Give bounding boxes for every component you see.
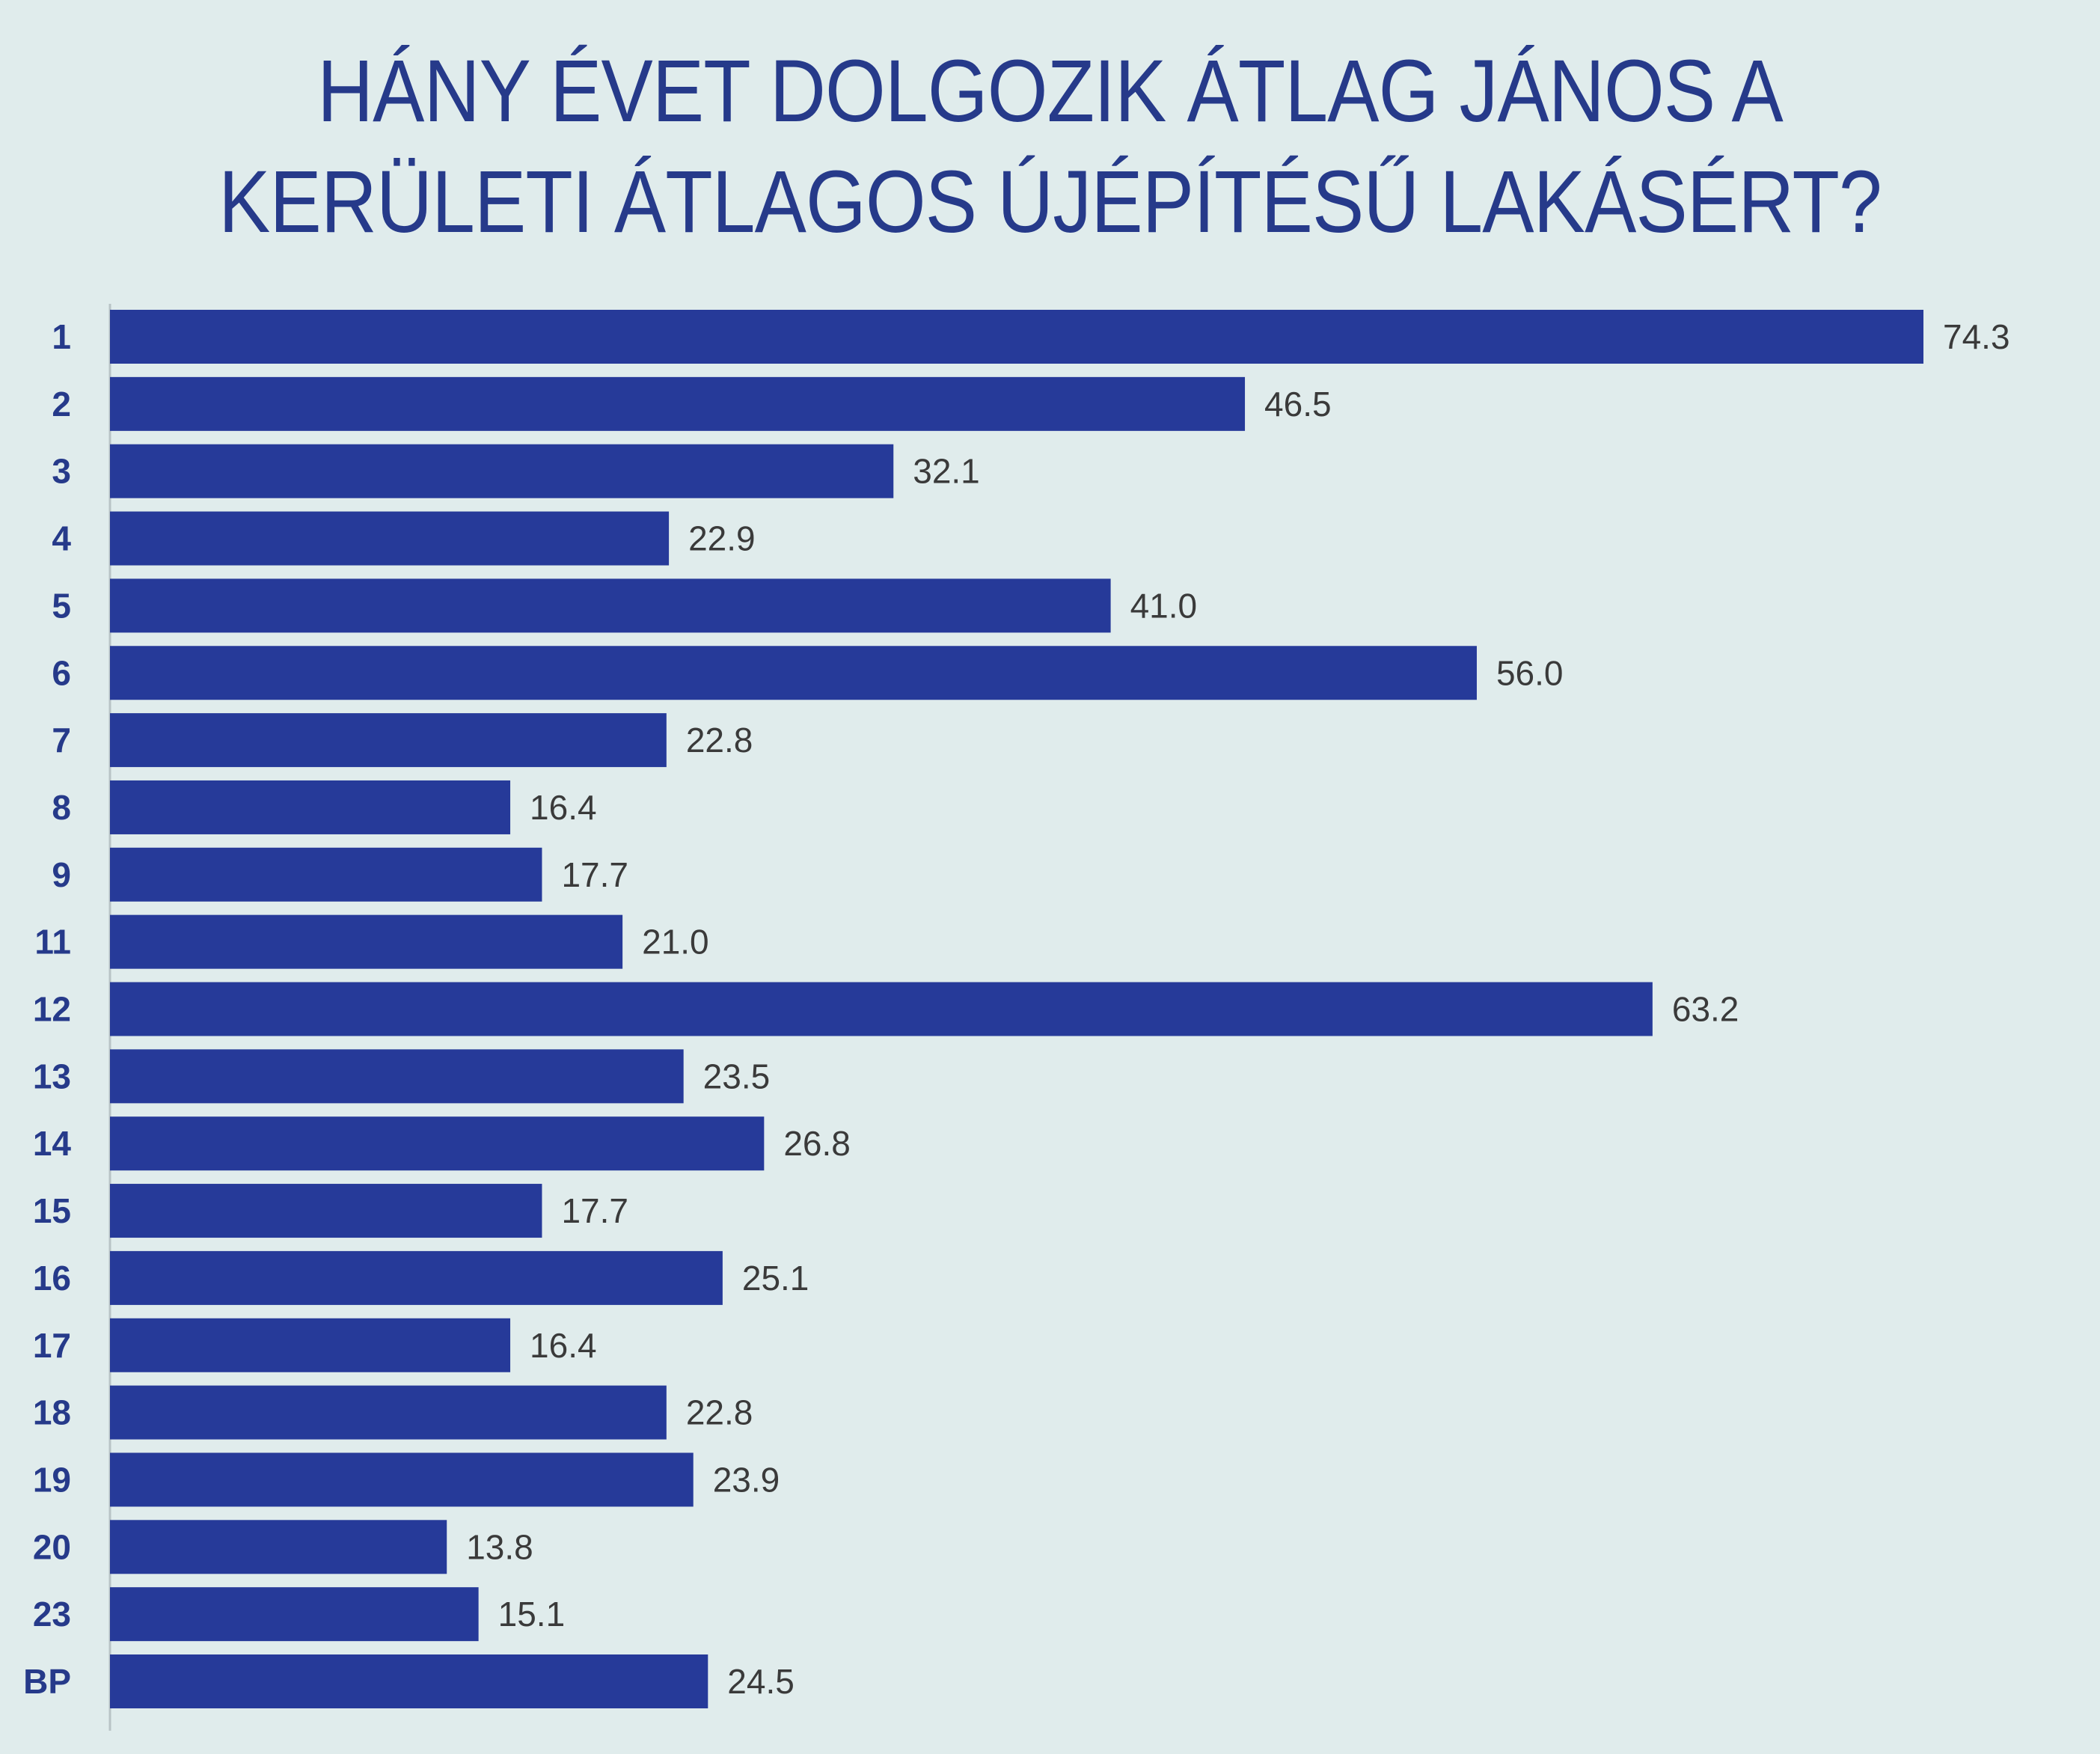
category-label-4: 4 (52, 519, 71, 558)
bar-3 (110, 444, 894, 498)
bar-19 (110, 1452, 694, 1507)
value-label-14: 26.8 (783, 1124, 851, 1163)
value-label-12: 63.2 (1672, 990, 1739, 1029)
category-label-1: 1 (52, 317, 71, 356)
bar-4 (110, 511, 670, 566)
bar-15 (110, 1184, 542, 1238)
bar-13 (110, 1049, 684, 1104)
category-label-12: 12 (33, 990, 71, 1029)
bar-11 (110, 914, 623, 969)
category-label-9: 9 (52, 855, 71, 894)
chart-title-line-1: HÁNY ÉVET DOLGOZIK ÁTLAG JÁNOS A (317, 42, 1784, 141)
bar-23 (110, 1587, 479, 1642)
value-label-2: 46.5 (1264, 385, 1332, 424)
category-label-20: 20 (33, 1527, 71, 1566)
category-label-6: 6 (52, 653, 71, 692)
category-label-3: 3 (52, 452, 71, 491)
value-label-8: 16.4 (530, 788, 597, 827)
category-label-15: 15 (33, 1191, 71, 1230)
value-label-bp: 24.5 (727, 1662, 795, 1701)
category-label-17: 17 (33, 1326, 71, 1365)
value-label-13: 23.5 (703, 1057, 771, 1096)
bars-group: 1 74.3 2 46.5 3 32.1 4 22.9 5 41.0 6 56.0 7 22.8 8 16.4… (23, 304, 2010, 1731)
bar-16 (110, 1250, 723, 1305)
category-label-23: 23 (33, 1595, 71, 1634)
category-label-13: 13 (33, 1057, 71, 1096)
value-label-16: 25.1 (742, 1259, 809, 1298)
value-label-7: 22.8 (686, 721, 753, 760)
bar-14 (110, 1116, 765, 1171)
bar-18 (110, 1385, 667, 1440)
value-label-9: 17.7 (561, 855, 628, 894)
value-label-5: 41.0 (1130, 586, 1198, 625)
value-label-4: 22.9 (688, 519, 756, 558)
category-label-11: 11 (34, 923, 71, 962)
chart-title: HÁNY ÉVET DOLGOZIK ÁTLAG JÁNOS A KERÜLET… (126, 36, 1974, 257)
bar-5 (110, 578, 1111, 633)
category-label-14: 14 (33, 1124, 72, 1163)
bar-17 (110, 1318, 511, 1372)
category-label-19: 19 (33, 1460, 71, 1499)
value-label-19: 23.9 (713, 1460, 780, 1499)
value-label-6: 56.0 (1496, 653, 1564, 692)
category-label-7: 7 (52, 721, 71, 760)
category-label-8: 8 (52, 788, 71, 827)
value-label-3: 32.1 (913, 452, 980, 491)
category-label-5: 5 (52, 586, 71, 625)
value-label-1: 74.3 (1943, 317, 2010, 356)
bar-7 (110, 713, 667, 768)
bar-6 (110, 646, 1477, 700)
bar-8 (110, 780, 511, 834)
category-label-2: 2 (52, 385, 71, 424)
bar-12 (110, 982, 1653, 1036)
bar-20 (110, 1520, 447, 1574)
category-label-16: 16 (33, 1259, 71, 1298)
value-label-18: 22.8 (686, 1393, 753, 1432)
value-label-20: 13.8 (466, 1527, 533, 1566)
value-label-15: 17.7 (561, 1191, 628, 1230)
value-label-23: 15.1 (498, 1595, 566, 1634)
category-label-18: 18 (33, 1393, 71, 1432)
bar-bp (110, 1654, 708, 1708)
chart-title-line-2: KERÜLETI ÁTLAGOS ÚJÉPÍTÉSŰ LAKÁSÉRT? (218, 153, 1882, 251)
bar-1 (110, 310, 1923, 364)
bar-9 (110, 847, 542, 902)
value-label-17: 16.4 (530, 1326, 597, 1365)
category-label-bp: BP (23, 1662, 71, 1701)
bar-2 (110, 376, 1246, 431)
value-label-11: 21.0 (642, 923, 709, 962)
